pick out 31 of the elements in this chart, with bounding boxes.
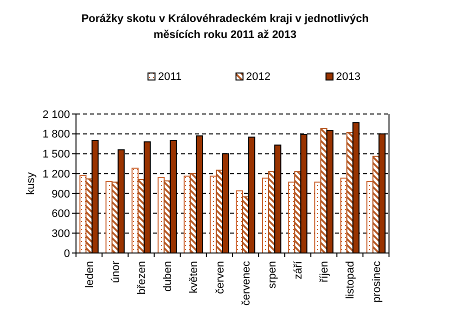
x-tick-label: červenec <box>240 260 252 306</box>
chart-title: Porážky skotu v Královéhradeckém kraji v jednotlivých měsících roku 2011 až 2013 <box>81 13 369 41</box>
x-tick-label: únor <box>110 260 122 284</box>
bar <box>340 178 348 254</box>
y-tick-label: 0 <box>64 248 70 260</box>
y-tick-label: 1 500 <box>42 148 70 161</box>
bar <box>164 180 171 254</box>
bar <box>184 176 191 254</box>
x-tick-label: leden <box>84 261 96 288</box>
y-tick-label: 2 100 <box>42 108 70 121</box>
y-tick-label: 600 <box>52 208 70 220</box>
x-tick-label: březen <box>136 261 148 295</box>
bar <box>320 128 328 254</box>
x-tick-label: prosinec <box>370 260 383 303</box>
bar <box>294 171 302 254</box>
y-tick-label: 900 <box>52 188 70 200</box>
bar <box>138 179 145 254</box>
y-tick-label: 1 800 <box>42 128 70 141</box>
x-tick-label: říjen <box>318 261 331 282</box>
legend-label: 2011 <box>158 71 182 83</box>
legend-label: 2013 <box>336 71 360 83</box>
x-tick-label: květen <box>188 261 200 294</box>
y-tick-label: 1 200 <box>42 168 70 180</box>
x-tick-label: listopad <box>344 261 357 299</box>
x-tick-label: duben <box>162 261 174 292</box>
y-tick-label: 300 <box>52 228 70 240</box>
x-tick-label: září <box>292 260 305 280</box>
y-axis-title: kusy <box>25 172 37 195</box>
x-tick-label: červen <box>214 261 226 294</box>
legend-label: 2012 <box>246 71 270 83</box>
x-tick-label: srpen <box>266 261 278 289</box>
